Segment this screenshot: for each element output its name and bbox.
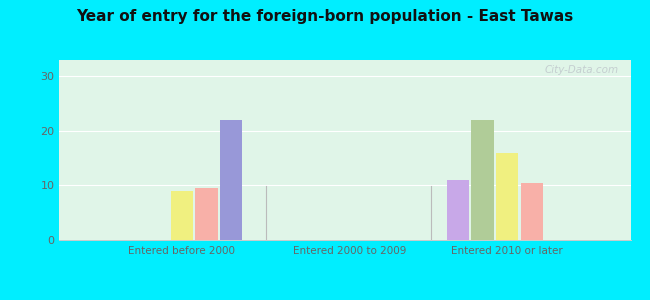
Bar — [196, 188, 218, 240]
Bar — [521, 183, 543, 240]
Text: City-Data.com: City-Data.com — [545, 65, 619, 75]
Bar — [220, 120, 242, 240]
Bar — [496, 153, 518, 240]
Legend: Europe, Asia, Latin America, South America, Other: Europe, Asia, Latin America, South Ameri… — [164, 299, 525, 300]
Bar — [471, 120, 493, 240]
Bar — [447, 180, 469, 240]
Text: Year of entry for the foreign-born population - East Tawas: Year of entry for the foreign-born popul… — [77, 9, 573, 24]
Bar — [171, 191, 193, 240]
